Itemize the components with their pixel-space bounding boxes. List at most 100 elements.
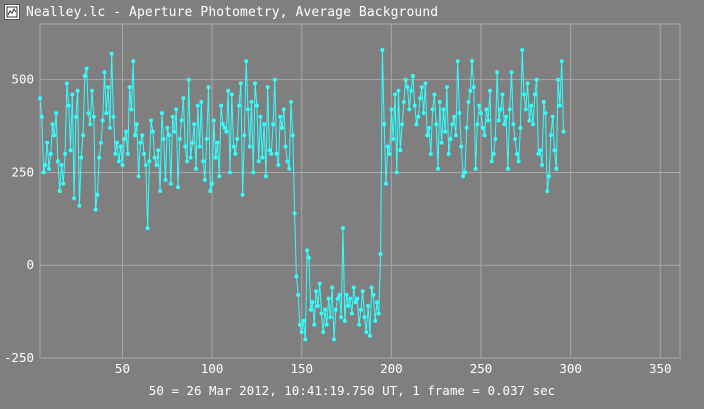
- data-point: [129, 107, 134, 112]
- data-point: [258, 114, 263, 119]
- data-point: [482, 133, 487, 138]
- data-point: [274, 151, 279, 156]
- data-point: [233, 151, 238, 156]
- data-point: [219, 103, 224, 108]
- x-tick-label: 150: [290, 361, 313, 376]
- data-point: [88, 122, 93, 127]
- data-point: [150, 129, 155, 134]
- chart-app-icon[interactable]: [4, 4, 20, 20]
- data-point: [55, 159, 60, 164]
- data-point: [289, 99, 293, 104]
- data-point: [421, 111, 426, 116]
- data-point: [246, 107, 250, 112]
- data-point: [468, 88, 473, 93]
- data-point: [208, 189, 213, 193]
- data-point: [495, 70, 500, 75]
- data-point: [505, 166, 510, 171]
- data-point: [346, 304, 351, 308]
- data-point: [425, 133, 430, 138]
- data-point: [50, 122, 55, 127]
- data-point: [235, 137, 240, 141]
- data-point: [267, 148, 272, 153]
- data-point: [296, 292, 301, 297]
- data-point: [538, 148, 543, 153]
- data-point: [226, 88, 231, 93]
- data-point: [281, 107, 286, 112]
- data-point: [306, 255, 311, 260]
- data-point: [54, 111, 59, 116]
- data-point: [314, 289, 319, 294]
- data-point: [297, 322, 302, 327]
- data-point: [278, 114, 283, 119]
- data-point: [238, 81, 243, 86]
- data-point: [540, 163, 544, 167]
- data-point: [167, 133, 172, 138]
- data-point: [106, 85, 111, 90]
- y-tick-label: 500: [11, 72, 34, 87]
- data-point: [79, 155, 84, 160]
- data-point: [93, 207, 98, 212]
- data-point: [134, 122, 139, 127]
- data-point: [450, 122, 455, 127]
- data-point: [548, 133, 553, 138]
- data-point: [522, 92, 526, 97]
- data-point: [462, 170, 467, 175]
- data-point: [436, 166, 440, 171]
- data-point: [45, 140, 50, 145]
- data-point: [63, 151, 68, 156]
- data-point: [285, 159, 290, 164]
- data-point: [470, 59, 474, 64]
- data-point: [385, 144, 390, 149]
- data-point: [409, 88, 414, 93]
- data-point: [287, 166, 292, 171]
- data-point: [165, 125, 170, 130]
- data-point: [149, 118, 154, 123]
- data-point: [231, 144, 236, 149]
- data-point: [127, 85, 132, 90]
- data-point: [332, 337, 336, 342]
- data-point: [335, 296, 340, 301]
- data-point: [190, 140, 195, 145]
- data-point: [195, 103, 200, 108]
- data-point: [333, 307, 338, 312]
- data-point: [147, 159, 152, 164]
- data-point: [493, 137, 498, 141]
- data-point: [305, 248, 310, 253]
- data-point: [91, 114, 96, 119]
- data-point: [242, 133, 247, 138]
- data-point: [52, 133, 57, 138]
- data-point: [410, 74, 415, 78]
- data-point: [396, 88, 401, 93]
- data-point: [453, 133, 458, 138]
- data-point: [199, 99, 204, 104]
- data-point: [138, 140, 143, 145]
- data-point: [466, 99, 471, 104]
- data-point: [364, 330, 369, 334]
- data-point: [172, 129, 177, 134]
- data-point: [100, 118, 105, 123]
- data-point: [500, 92, 505, 97]
- data-point: [81, 133, 85, 138]
- data-point: [545, 189, 550, 193]
- data-point: [448, 137, 453, 141]
- data-point: [489, 159, 494, 164]
- data-point: [280, 125, 284, 130]
- data-point: [559, 59, 564, 64]
- data-point: [366, 304, 371, 308]
- time-caption: 50 = 26 Mar 2012, 10:41:19.750 UT, 1 fra…: [148, 383, 556, 398]
- data-point: [550, 114, 555, 119]
- data-point: [328, 315, 333, 320]
- data-point: [349, 311, 354, 316]
- data-point: [39, 114, 44, 119]
- data-point: [398, 148, 403, 153]
- data-point: [529, 103, 534, 108]
- data-point: [145, 226, 150, 231]
- data-point: [95, 192, 100, 197]
- title-bar: Nealley.lc - Aperture Photometry, Averag…: [0, 0, 704, 24]
- data-point: [457, 111, 462, 116]
- data-point: [504, 114, 509, 119]
- data-point: [353, 300, 358, 305]
- data-point: [428, 151, 433, 156]
- data-point: [113, 151, 118, 156]
- data-point: [367, 333, 372, 338]
